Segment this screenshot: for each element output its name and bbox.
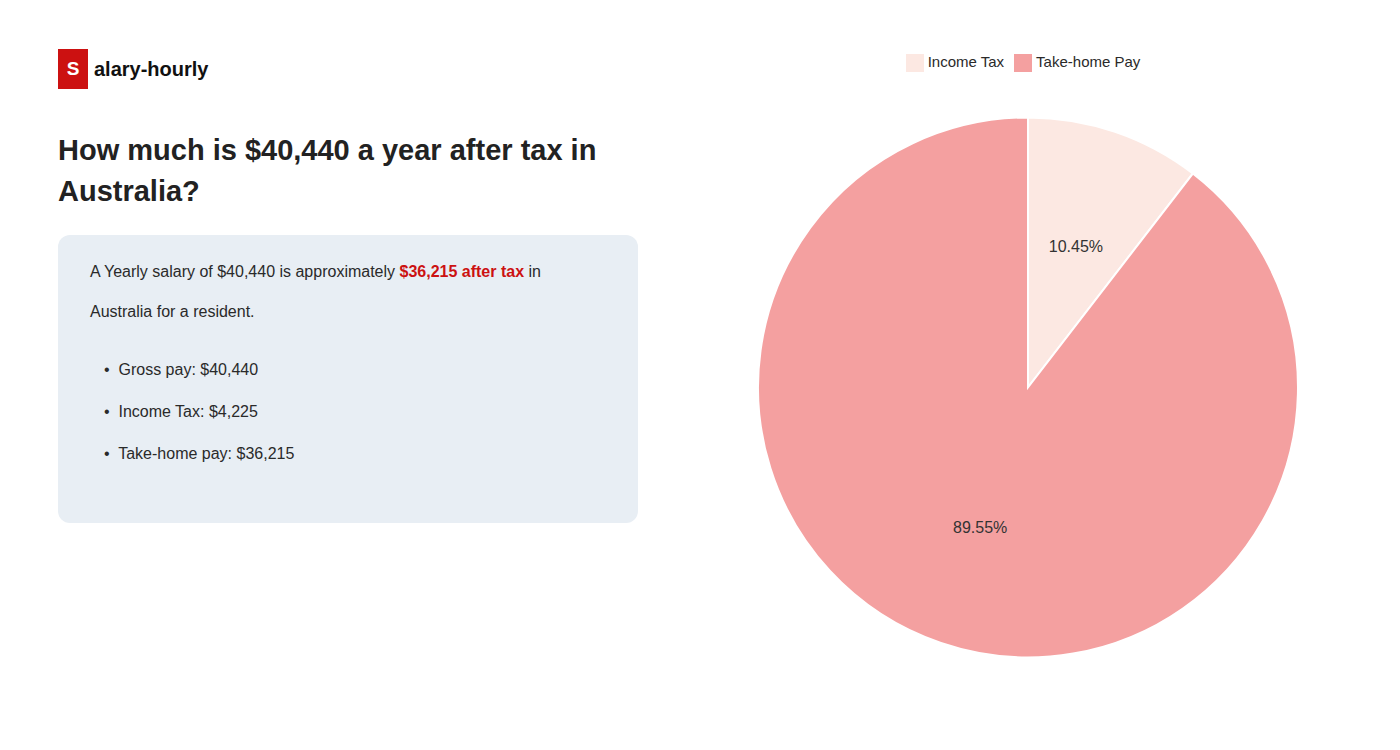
html-text:alary-hourly: alary-hourly bbox=[94, 57, 209, 80]
html-text:• Income Tax: $4,225: • Income Tax: $4,225 bbox=[104, 403, 258, 421]
html-text:Take-home Pay: Take-home Pay bbox=[1036, 53, 1141, 70]
html-text:Income Tax: Income Tax bbox=[927, 53, 1005, 70]
html-text:• Take-home pay: $36,215: • Take-home pay: $36,215 bbox=[104, 445, 295, 463]
html-text:A Yearly salary of $40,440 is: A Yearly salary of $40,440 is approximat… bbox=[90, 263, 541, 281]
svg-text:89.55%: 89.55% bbox=[953, 519, 1007, 536]
svg-text:10.45%: 10.45% bbox=[1049, 238, 1103, 255]
html-text:• Gross pay: $40,440: • Gross pay: $40,440 bbox=[104, 361, 259, 379]
html-text:S: S bbox=[66, 58, 80, 79]
html-text:Australia for a resident.: Australia for a resident. bbox=[90, 303, 255, 321]
html-text:How much is $40,440 a year aft: How much is $40,440 a year after tax in … bbox=[58, 134, 597, 207]
